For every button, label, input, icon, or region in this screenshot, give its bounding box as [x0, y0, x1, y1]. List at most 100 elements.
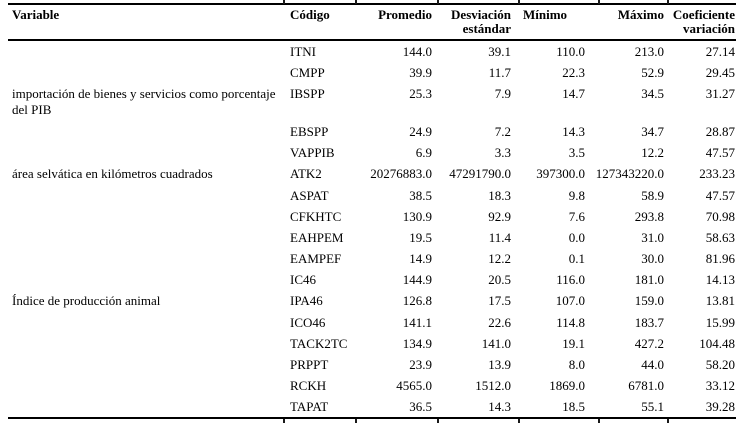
table-row: EBSPP 24.9 7.2 14.3 34.7 28.87	[8, 121, 736, 142]
cell-maximo: 213.0	[634, 44, 664, 59]
cell-maximo: 55.1	[598, 396, 667, 419]
cell-promedio: 20276883.0	[370, 166, 432, 181]
cell-codigo: RCKH	[290, 378, 327, 393]
cell-variable	[8, 40, 283, 62]
cell-minimo: 116.0	[556, 272, 585, 287]
cell-coeficiente: 39.28	[667, 396, 736, 419]
col-header-promedio: Promedio	[355, 3, 437, 41]
cell-variable	[8, 248, 283, 269]
cell-promedio: 144.0	[402, 44, 432, 59]
cell-coeficiente: 58.20	[705, 357, 735, 372]
cell-maximo: 293.8	[634, 209, 664, 224]
cell-coeficiente: 31.27	[705, 86, 735, 101]
cell-coeficiente: 27.14	[705, 44, 735, 59]
cell-coeficiente: 104.48	[699, 336, 735, 351]
cell-desviacion: 20.5	[488, 272, 511, 287]
cell-codigo: VAPPIB	[290, 145, 335, 160]
cell-codigo: ATK2	[290, 166, 322, 181]
cell-maximo: 12.2	[641, 145, 664, 160]
cell-codigo: EAHPEM	[290, 230, 344, 245]
cell-codigo: EAMPEF	[290, 251, 342, 266]
cell-codigo: IPA46	[290, 293, 323, 308]
cell-variable: importación de bienes y servicios como p…	[12, 86, 276, 117]
cell-minimo: 14.7	[562, 86, 585, 101]
table-row: Índice de producción animal IPA46 126.8 …	[8, 290, 736, 312]
cell-maximo: 58.9	[641, 188, 664, 203]
col-header-maximo: Máximo	[598, 3, 667, 41]
table-row: ICO46 141.1 22.6 114.8 183.7 15.99	[8, 312, 736, 333]
cell-codigo: EBSPP	[290, 124, 329, 139]
col-header-variable: Variable	[8, 3, 283, 41]
cell-variable	[8, 354, 283, 375]
cell-minimo: 7.6	[568, 209, 585, 224]
cell-coeficiente: 14.13	[705, 272, 735, 287]
cell-promedio: 38.5	[409, 188, 432, 203]
cell-variable	[8, 121, 283, 142]
cell-codigo: CMPP	[290, 65, 325, 80]
table-row: CMPP 39.9 11.7 22.3 52.9 29.45	[8, 62, 736, 83]
cell-promedio: 24.9	[409, 124, 432, 139]
cell-codigo: ITNI	[290, 44, 316, 59]
column-tick	[355, 419, 357, 423]
table-row: ITNI 144.0 39.1 110.0 213.0 27.14	[8, 40, 736, 62]
cell-maximo: 159.0	[634, 293, 664, 308]
cell-desviacion: 92.9	[488, 209, 511, 224]
cell-maximo: 427.2	[634, 336, 664, 351]
col-header-coeficiente: Coeficiente variación	[667, 3, 736, 41]
cell-desviacion: 12.2	[488, 251, 511, 266]
table-row: IC46 144.9 20.5 116.0 181.0 14.13	[8, 269, 736, 290]
cell-variable	[8, 142, 283, 163]
cell-maximo: 127343220.0	[595, 166, 664, 181]
cell-variable	[8, 206, 283, 227]
col-header-desviacion: Desviación estándar	[437, 3, 518, 41]
cell-promedio: 19.5	[409, 230, 432, 245]
cell-minimo: 107.0	[555, 293, 585, 308]
cell-variable: área selvática en kilómetros cuadrados	[12, 166, 213, 181]
cell-coeficiente: 58.63	[705, 230, 735, 245]
cell-maximo: 6781.0	[628, 378, 664, 393]
column-tick	[518, 0, 520, 4]
cell-promedio: 4565.0	[396, 378, 432, 393]
cell-codigo: PRPPT	[290, 357, 329, 372]
cell-promedio: 141.1	[402, 315, 432, 330]
column-tick	[598, 419, 600, 423]
column-tick	[437, 419, 439, 423]
cell-minimo: 22.3	[562, 65, 585, 80]
cell-coeficiente: 29.45	[705, 65, 735, 80]
cell-minimo: 0.0	[568, 230, 585, 245]
cell-minimo: 397300.0	[536, 166, 585, 181]
cell-desviacion: 22.6	[488, 315, 511, 330]
cell-variable	[8, 375, 283, 396]
cell-desviacion: 18.3	[488, 188, 511, 203]
cell-coeficiente: 33.12	[705, 378, 735, 393]
cell-variable	[8, 62, 283, 83]
cell-desviacion: 17.5	[488, 293, 511, 308]
column-tick	[518, 419, 520, 423]
cell-coeficiente: 13.81	[705, 293, 735, 308]
cell-minimo: 18.5	[518, 396, 598, 419]
column-tick	[283, 0, 285, 4]
cell-codigo: TACK2TC	[290, 336, 348, 351]
col-header-minimo: Mínimo	[518, 3, 598, 41]
cell-codigo: IBSPP	[290, 86, 325, 101]
cell-desviacion: 13.9	[488, 357, 511, 372]
cell-promedio: 23.9	[409, 357, 432, 372]
table-row: RCKH 4565.0 1512.0 1869.0 6781.0 33.12	[8, 375, 736, 396]
table-row: CFKHTC 130.9 92.9 7.6 293.8 70.98	[8, 206, 736, 227]
cell-maximo: 34.7	[641, 124, 664, 139]
cell-promedio: 39.9	[409, 65, 432, 80]
cell-desviacion: 7.2	[494, 124, 511, 139]
cell-promedio: 25.3	[409, 86, 432, 101]
cell-codigo: CFKHTC	[290, 209, 342, 224]
cell-variable	[8, 227, 283, 248]
table-row: VAPPIB 6.9 3.3 3.5 12.2 47.57	[8, 142, 736, 163]
cell-desviacion: 11.7	[488, 65, 511, 80]
cell-coeficiente: 47.57	[705, 188, 735, 203]
cell-desviacion: 1512.0	[475, 378, 511, 393]
cell-desviacion: 7.9	[494, 86, 511, 101]
cell-maximo: 34.5	[641, 86, 664, 101]
table-row: importación de bienes y servicios como p…	[8, 83, 736, 121]
column-tick	[437, 0, 439, 4]
cell-minimo: 0.1	[568, 251, 585, 266]
cell-minimo: 1869.0	[549, 378, 585, 393]
